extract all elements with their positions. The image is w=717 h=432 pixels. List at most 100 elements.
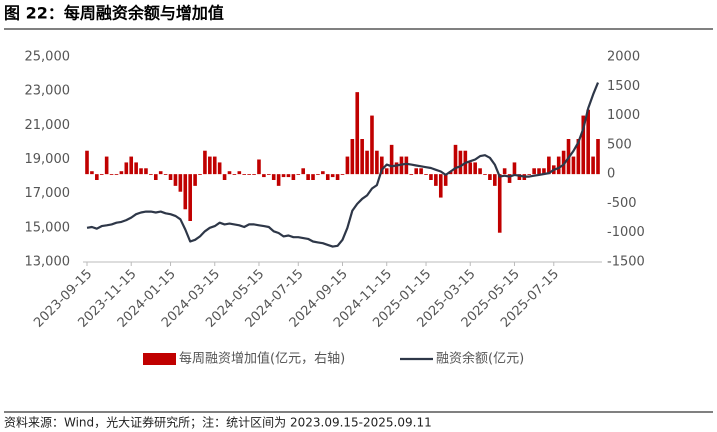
bar	[247, 174, 251, 175]
bar	[473, 162, 477, 175]
bar	[507, 174, 512, 183]
bar	[193, 174, 197, 186]
bar	[208, 156, 212, 175]
bar	[178, 174, 183, 192]
y2-tick-label: 1000	[607, 108, 640, 123]
bar	[252, 174, 256, 175]
bar	[321, 171, 325, 175]
bar	[124, 162, 129, 175]
y2-tick-label: 2000	[607, 50, 640, 65]
bar	[345, 156, 350, 175]
bar	[591, 156, 595, 175]
bar	[493, 174, 497, 186]
bar	[488, 174, 492, 180]
bar	[414, 168, 419, 175]
bar	[497, 174, 502, 233]
bar	[394, 162, 399, 175]
bar	[173, 174, 178, 186]
bar	[468, 162, 473, 175]
bar	[537, 168, 541, 175]
bar	[438, 174, 443, 198]
bar	[458, 150, 463, 175]
chart-title: 图 22：每周融资余额与增加值	[4, 4, 224, 23]
bar	[325, 174, 330, 180]
bar	[360, 139, 364, 175]
bar	[384, 168, 389, 175]
bar	[212, 156, 217, 175]
bar	[134, 162, 138, 175]
bar	[316, 174, 320, 175]
legend-label: 每周融资增加值(亿元，右轴)	[179, 351, 345, 367]
y-tick-label: 15,000	[25, 220, 71, 235]
y-tick-label: 13,000	[25, 255, 71, 270]
bar	[389, 144, 394, 175]
bar	[168, 174, 173, 180]
bar	[429, 174, 433, 180]
y2-tick-label: 1500	[607, 79, 640, 94]
y2-tick-label: -1000	[607, 225, 645, 240]
bar	[109, 174, 114, 175]
bar	[104, 156, 109, 175]
bar	[271, 174, 276, 180]
bar	[222, 174, 227, 180]
line	[86, 82, 600, 248]
bar	[502, 168, 507, 175]
bar	[556, 156, 561, 175]
bar	[483, 174, 487, 175]
bar	[419, 168, 423, 175]
y-tick-label: 19,000	[25, 152, 71, 167]
bar	[340, 174, 345, 175]
bar	[227, 171, 232, 175]
bar	[571, 156, 576, 175]
bar	[144, 168, 148, 175]
bar	[586, 109, 590, 175]
bar	[443, 174, 448, 186]
bar	[286, 174, 291, 178]
y2-tick-label: -500	[607, 196, 637, 211]
bar	[183, 174, 188, 210]
bar	[139, 168, 143, 175]
bar	[409, 174, 414, 175]
bar	[380, 156, 384, 175]
y2-tick-label: -1500	[607, 255, 645, 270]
bar	[478, 168, 482, 175]
bar	[301, 168, 305, 175]
y-tick-label: 23,000	[25, 84, 71, 99]
bar	[95, 174, 99, 180]
bar	[434, 174, 438, 186]
bar	[291, 174, 296, 180]
bar	[306, 174, 310, 180]
bar	[203, 150, 207, 175]
bar	[276, 174, 281, 186]
bar	[114, 174, 119, 175]
bar	[532, 168, 536, 175]
bar	[129, 156, 134, 175]
y-tick-label: 25,000	[25, 50, 71, 65]
y2-tick-label: 500	[607, 137, 632, 152]
bar	[365, 150, 369, 175]
bar	[355, 92, 360, 175]
bar	[581, 115, 586, 175]
y2-tick-label: 0	[607, 167, 615, 182]
bar	[198, 174, 202, 175]
bar	[119, 171, 124, 175]
bar	[311, 174, 315, 180]
bar	[350, 139, 355, 175]
bar	[158, 171, 163, 175]
bar	[576, 139, 581, 175]
bar	[266, 174, 271, 175]
source-note: 资料来源：Wind，光大证券研究所；注：统计区间为 2023.09.15-202…	[4, 415, 432, 430]
legend-swatch	[143, 353, 176, 365]
bar	[242, 174, 247, 175]
y-tick-label: 17,000	[25, 186, 71, 201]
bar	[517, 174, 522, 180]
bar	[375, 150, 379, 175]
bar	[512, 162, 517, 175]
bar	[527, 174, 532, 175]
bar	[424, 174, 428, 175]
bar	[453, 144, 458, 175]
bar	[149, 174, 153, 175]
bar	[163, 174, 168, 175]
bar	[217, 162, 222, 175]
